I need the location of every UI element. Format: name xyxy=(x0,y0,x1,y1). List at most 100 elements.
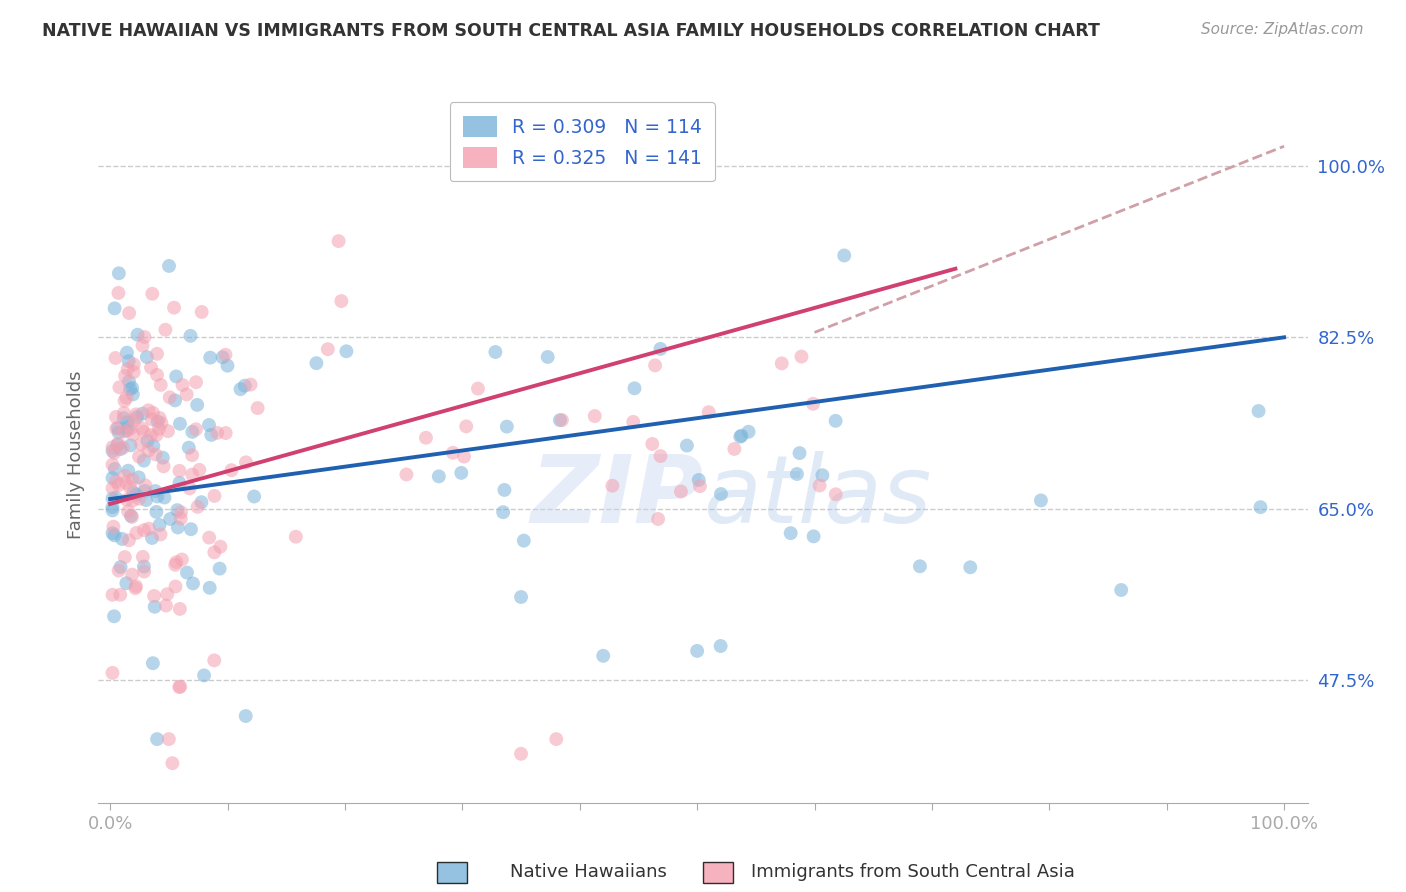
Point xyxy=(169,475,191,490)
Point xyxy=(128,450,150,464)
Point xyxy=(284,530,307,544)
Point xyxy=(121,381,143,395)
Point xyxy=(148,411,170,425)
Point xyxy=(121,473,143,487)
Point xyxy=(169,417,191,431)
Point xyxy=(1029,493,1052,508)
Point xyxy=(101,503,124,517)
Point xyxy=(190,305,212,319)
Point xyxy=(209,540,232,554)
Point xyxy=(148,518,170,533)
Point xyxy=(121,567,143,582)
Point xyxy=(124,413,146,427)
Point xyxy=(142,656,165,670)
Point xyxy=(138,443,160,458)
Point xyxy=(176,566,198,580)
Point xyxy=(824,487,846,501)
Point xyxy=(125,525,148,540)
Point xyxy=(142,439,165,453)
Point xyxy=(141,286,163,301)
Point xyxy=(103,528,125,542)
Point xyxy=(801,397,824,411)
Point xyxy=(122,427,145,442)
Point xyxy=(824,414,846,428)
Point xyxy=(141,427,163,442)
Point xyxy=(170,505,193,519)
Point xyxy=(125,407,148,421)
Y-axis label: Family Households: Family Households xyxy=(66,371,84,539)
Point xyxy=(179,329,201,343)
Point xyxy=(163,301,186,315)
Point xyxy=(167,680,190,694)
Point xyxy=(104,462,127,476)
Point xyxy=(789,446,811,460)
Point xyxy=(246,401,269,415)
Point xyxy=(181,448,204,462)
Point xyxy=(146,347,169,361)
Point xyxy=(602,479,624,493)
Point xyxy=(110,588,132,602)
Point xyxy=(101,588,124,602)
Point xyxy=(110,442,132,456)
Point xyxy=(138,522,160,536)
Point xyxy=(118,354,141,368)
Point xyxy=(1247,404,1270,418)
Point xyxy=(107,436,129,450)
Point xyxy=(132,453,155,467)
Point xyxy=(134,565,156,579)
Point xyxy=(103,519,125,533)
Point xyxy=(136,434,159,448)
FancyBboxPatch shape xyxy=(437,862,467,883)
Point xyxy=(101,444,124,458)
Point xyxy=(152,450,174,465)
Point xyxy=(808,478,831,492)
Point xyxy=(104,351,127,365)
Point xyxy=(143,589,166,603)
Point xyxy=(235,455,257,469)
Point xyxy=(179,481,201,495)
Point xyxy=(117,415,139,429)
Point xyxy=(208,561,231,575)
Point xyxy=(131,407,153,421)
Point xyxy=(132,559,155,574)
Point xyxy=(650,342,672,356)
Point xyxy=(134,330,156,344)
Point xyxy=(157,259,180,273)
Point xyxy=(139,360,162,375)
Point xyxy=(427,469,450,483)
Point xyxy=(737,425,759,439)
Point xyxy=(143,599,166,614)
Point xyxy=(107,421,129,435)
Point xyxy=(101,491,124,506)
Point xyxy=(105,475,128,489)
Point xyxy=(131,338,153,352)
Point xyxy=(188,463,211,477)
Point xyxy=(235,709,257,723)
Point xyxy=(115,391,138,405)
Point xyxy=(647,512,669,526)
Point xyxy=(770,356,793,370)
Point xyxy=(125,579,148,593)
Point xyxy=(146,490,169,504)
Point xyxy=(790,350,813,364)
Point xyxy=(215,425,238,440)
Point xyxy=(143,484,166,499)
Point xyxy=(316,342,339,356)
Point xyxy=(243,490,266,504)
Point xyxy=(190,495,212,509)
Point xyxy=(221,463,243,477)
Point xyxy=(184,422,207,436)
Point xyxy=(148,422,170,436)
Point xyxy=(450,466,472,480)
Point xyxy=(162,756,184,771)
Point xyxy=(134,478,156,492)
Point xyxy=(548,413,571,427)
Point xyxy=(170,511,193,525)
Point xyxy=(180,522,202,536)
Point xyxy=(105,438,128,452)
Point xyxy=(623,381,645,395)
Point xyxy=(138,403,160,417)
Point xyxy=(650,449,672,463)
Point xyxy=(155,599,177,613)
Point xyxy=(202,545,225,559)
